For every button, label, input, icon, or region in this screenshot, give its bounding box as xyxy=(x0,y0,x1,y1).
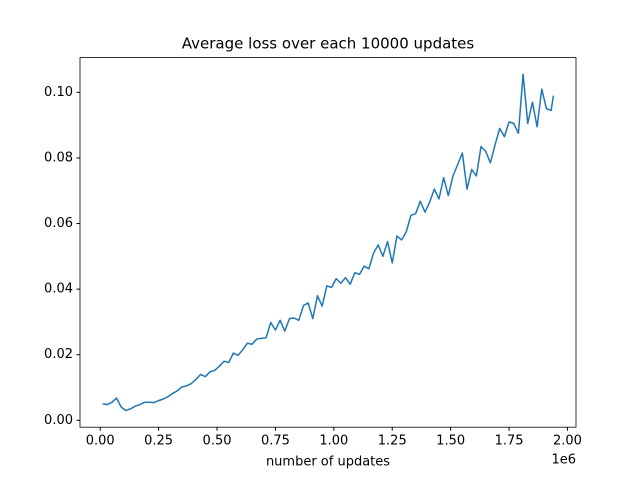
plot-frame xyxy=(79,57,577,428)
y-tick-label: 0.02 xyxy=(44,347,73,362)
x-offset-label: 1e6 xyxy=(551,453,576,468)
x-tick-label: 1.00 xyxy=(319,434,348,449)
y-tick-label: 0.06 xyxy=(44,216,73,231)
x-tick-label: 0.00 xyxy=(86,434,115,449)
x-tick-label: 1.75 xyxy=(495,434,524,449)
x-tick-label: 0.50 xyxy=(203,434,232,449)
x-tick-label: 1.50 xyxy=(436,434,465,449)
y-tick-label: 0.10 xyxy=(44,85,73,100)
chart-title: Average loss over each 10000 updates xyxy=(182,35,475,53)
x-tick-label: 0.25 xyxy=(144,434,173,449)
x-tick-label: 2.00 xyxy=(553,434,582,449)
x-tick-label: 0.75 xyxy=(261,434,290,449)
y-tick-label: 0.08 xyxy=(44,150,73,165)
y-tick-label: 0.00 xyxy=(44,413,73,428)
x-tick-label: 1.25 xyxy=(378,434,407,449)
x-axis-label: number of updates xyxy=(266,455,390,470)
data-line xyxy=(102,73,555,412)
y-tick-label: 0.04 xyxy=(44,282,73,297)
